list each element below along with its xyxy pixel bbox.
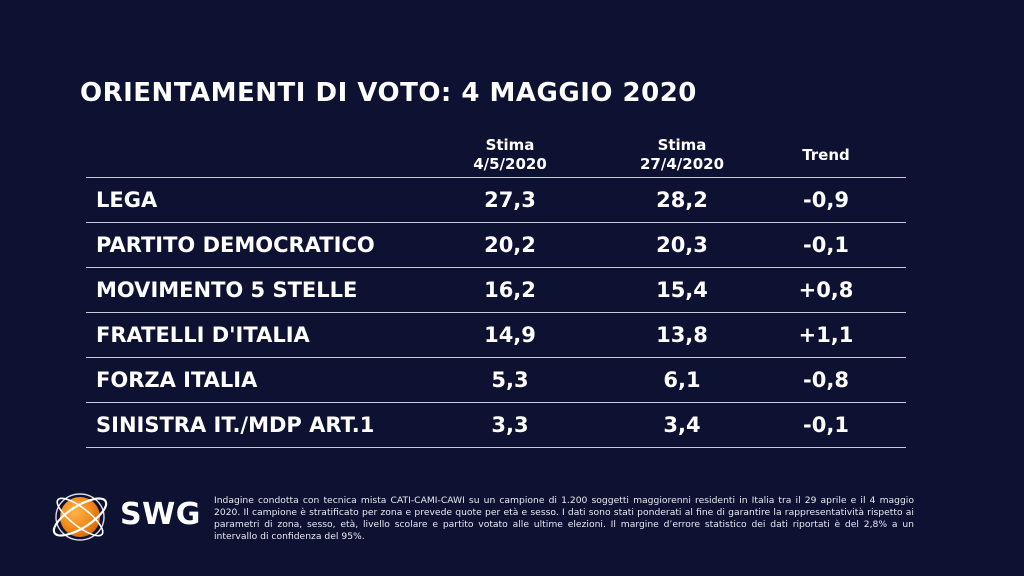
- party-name: PARTITO DEMOCRATICO: [96, 233, 375, 257]
- table-row: FORZA ITALIA 5,3 6,1 -0,8: [86, 358, 906, 403]
- previous-estimate: 13,8: [656, 323, 708, 347]
- current-estimate: 27,3: [484, 188, 536, 212]
- column-header-previous: Stima 27/4/2020: [602, 136, 762, 174]
- trend-value: +1,1: [798, 323, 854, 347]
- trend-value: +0,8: [798, 278, 854, 302]
- results-table: LEGA 27,3 28,2 -0,9 PARTITO DEMOCRATICO …: [86, 177, 906, 448]
- column-header-current-line2: 4/5/2020: [473, 155, 547, 173]
- column-header-previous-line2: 27/4/2020: [639, 155, 725, 173]
- current-estimate: 16,2: [484, 278, 536, 302]
- trend-value: -0,1: [803, 233, 849, 257]
- column-header-current: Stima 4/5/2020: [430, 136, 590, 174]
- table-row: LEGA 27,3 28,2 -0,9: [86, 178, 906, 223]
- page-title: ORIENTAMENTI DI VOTO: 4 MAGGIO 2020: [80, 78, 697, 108]
- table-row: FRATELLI D'ITALIA 14,9 13,8 +1,1: [86, 313, 906, 358]
- column-header-current-line1: Stima: [485, 136, 535, 154]
- party-name: FRATELLI D'ITALIA: [96, 323, 310, 347]
- trend-value: -0,1: [803, 413, 849, 437]
- previous-estimate: 6,1: [663, 368, 701, 392]
- current-estimate: 5,3: [491, 368, 529, 392]
- current-estimate: 14,9: [484, 323, 536, 347]
- current-estimate: 3,3: [491, 413, 529, 437]
- party-name: SINISTRA IT./MDP ART.1: [96, 413, 375, 437]
- swg-globe-logo-icon: [52, 493, 108, 541]
- table-row: MOVIMENTO 5 STELLE 16,2 15,4 +0,8: [86, 268, 906, 313]
- trend-value: -0,9: [803, 188, 849, 212]
- methodology-footnote: Indagine condotta con tecnica mista CATI…: [214, 495, 914, 542]
- party-name: MOVIMENTO 5 STELLE: [96, 278, 358, 302]
- previous-estimate: 20,3: [656, 233, 708, 257]
- trend-value: -0,8: [803, 368, 849, 392]
- party-name: LEGA: [96, 188, 158, 212]
- swg-logo-text: SWG: [120, 497, 201, 532]
- previous-estimate: 15,4: [656, 278, 708, 302]
- table-row: SINISTRA IT./MDP ART.1 3,3 3,4 -0,1: [86, 403, 906, 448]
- previous-estimate: 28,2: [656, 188, 708, 212]
- table-row: PARTITO DEMOCRATICO 20,2 20,3 -0,1: [86, 223, 906, 268]
- current-estimate: 20,2: [484, 233, 536, 257]
- column-header-previous-line1: Stima: [657, 136, 707, 154]
- previous-estimate: 3,4: [663, 413, 701, 437]
- column-header-trend: Trend: [802, 146, 850, 164]
- party-name: FORZA ITALIA: [96, 368, 258, 392]
